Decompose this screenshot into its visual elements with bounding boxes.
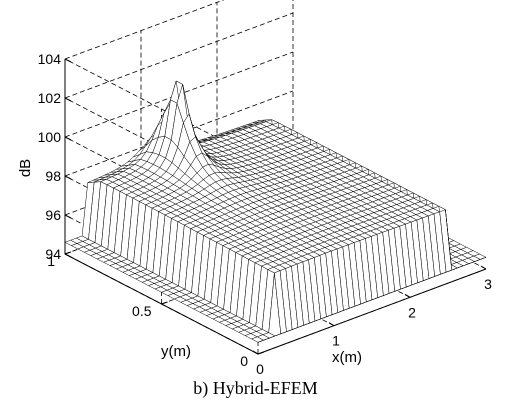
z-tick [64,253,72,258]
y-tick-label: 1 [47,253,55,269]
x-tick [328,322,335,327]
y-tick [64,251,72,255]
x-tick [480,265,487,270]
z-tick [64,58,72,63]
figure-caption: b) Hybrid-EFEM [193,378,318,398]
grid-line-z [64,0,225,60]
x-tick-label: 2 [408,304,416,320]
z-tick-label: 96 [45,207,61,223]
x-tick [252,350,259,355]
z-axis-label: dB [17,159,34,177]
x-tick-label: 1 [332,333,340,349]
z-tick-label: 100 [38,129,62,145]
y-tick [257,351,265,355]
z-tick-label: 102 [38,90,62,106]
z-tick [64,136,72,141]
z-tick-label: 94 [45,246,61,262]
z-tick [64,97,72,102]
x-axis-label: x(m) [332,349,362,366]
surface-mesh [64,80,487,343]
tick-labels: 94 96 98 100 102 104 0 1 2 3 0 0.5 1 [38,51,492,377]
x-tick [404,293,411,298]
z-tick [64,175,72,180]
x-tick-label: 3 [484,276,492,292]
z-tick-label: 104 [38,51,62,67]
y-tick-label: 0 [240,353,248,369]
surface-front-cell [480,257,487,260]
grid-line-z [64,12,294,99]
y-axis-label: y(m) [161,343,191,360]
y-tick [161,301,168,305]
z-tick-label: 98 [45,168,61,184]
z-tick [64,214,72,219]
x-axis [257,268,487,355]
y-tick-label: 0.5 [132,303,152,319]
x-tick-label: 0 [256,361,264,377]
